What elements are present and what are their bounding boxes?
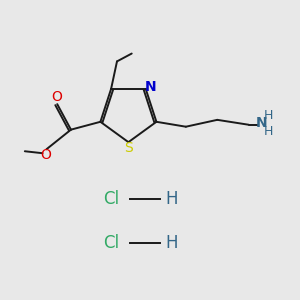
- Text: Cl: Cl: [103, 190, 119, 208]
- Text: N: N: [256, 116, 267, 130]
- Text: H: H: [264, 125, 273, 138]
- Text: Cl: Cl: [103, 234, 119, 252]
- Text: H: H: [165, 234, 178, 252]
- Text: O: O: [40, 148, 51, 162]
- Text: O: O: [51, 90, 62, 104]
- Text: S: S: [124, 140, 133, 154]
- Text: N: N: [144, 80, 156, 94]
- Text: H: H: [264, 110, 273, 122]
- Text: H: H: [165, 190, 178, 208]
